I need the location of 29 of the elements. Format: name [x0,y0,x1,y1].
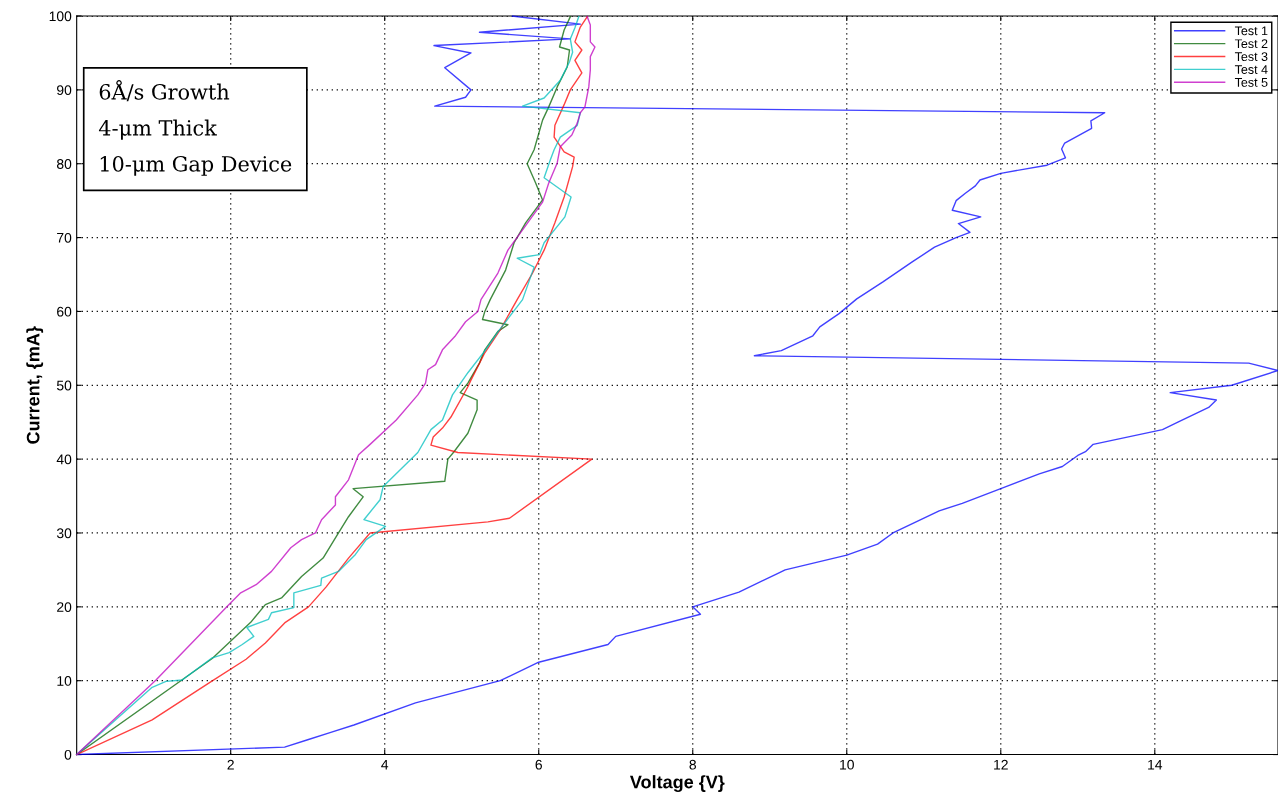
x-tick-label: 2 [227,759,234,770]
annotation: 4-μm Thick [98,119,217,140]
x-tick-label: 4 [381,759,389,770]
x-tick-label: 8 [689,759,696,770]
y-tick-label: 20 [57,602,72,613]
annotation: 10-μm Gap Device [100,155,292,176]
y-tick-label: 60 [57,306,72,317]
y-tick-label: 70 [57,232,72,243]
legend-label: Test 1 [1234,26,1268,36]
y-tick-label: 100 [49,11,72,22]
legend-label: Test 4 [1234,65,1268,74]
x-tick-label: 6 [535,759,542,770]
x-tick-label: 10 [840,759,854,770]
y-tick-label: 40 [56,454,72,465]
y-axis-title: Current, {mA} [26,326,44,444]
y-tick-label: 10 [57,676,72,686]
legend-label: Test 3 [1234,52,1268,62]
y-tick-label: 80 [56,159,72,169]
y-tick-label: 30 [56,528,72,539]
x-axis-title: Voltage {V} [629,775,725,793]
x-tick-label: 12 [994,759,1008,770]
line-series [75,15,1278,756]
legend-label: Test 2 [1234,39,1268,49]
annotation: 6Å/s Growth [99,80,230,102]
y-tick-label: 90 [57,85,72,96]
legend-label: Test 5 [1234,78,1268,87]
x-tick-label: 14 [1148,759,1163,770]
y-tick-label: 50 [56,380,72,391]
y-tick-label: 0 [64,749,72,760]
